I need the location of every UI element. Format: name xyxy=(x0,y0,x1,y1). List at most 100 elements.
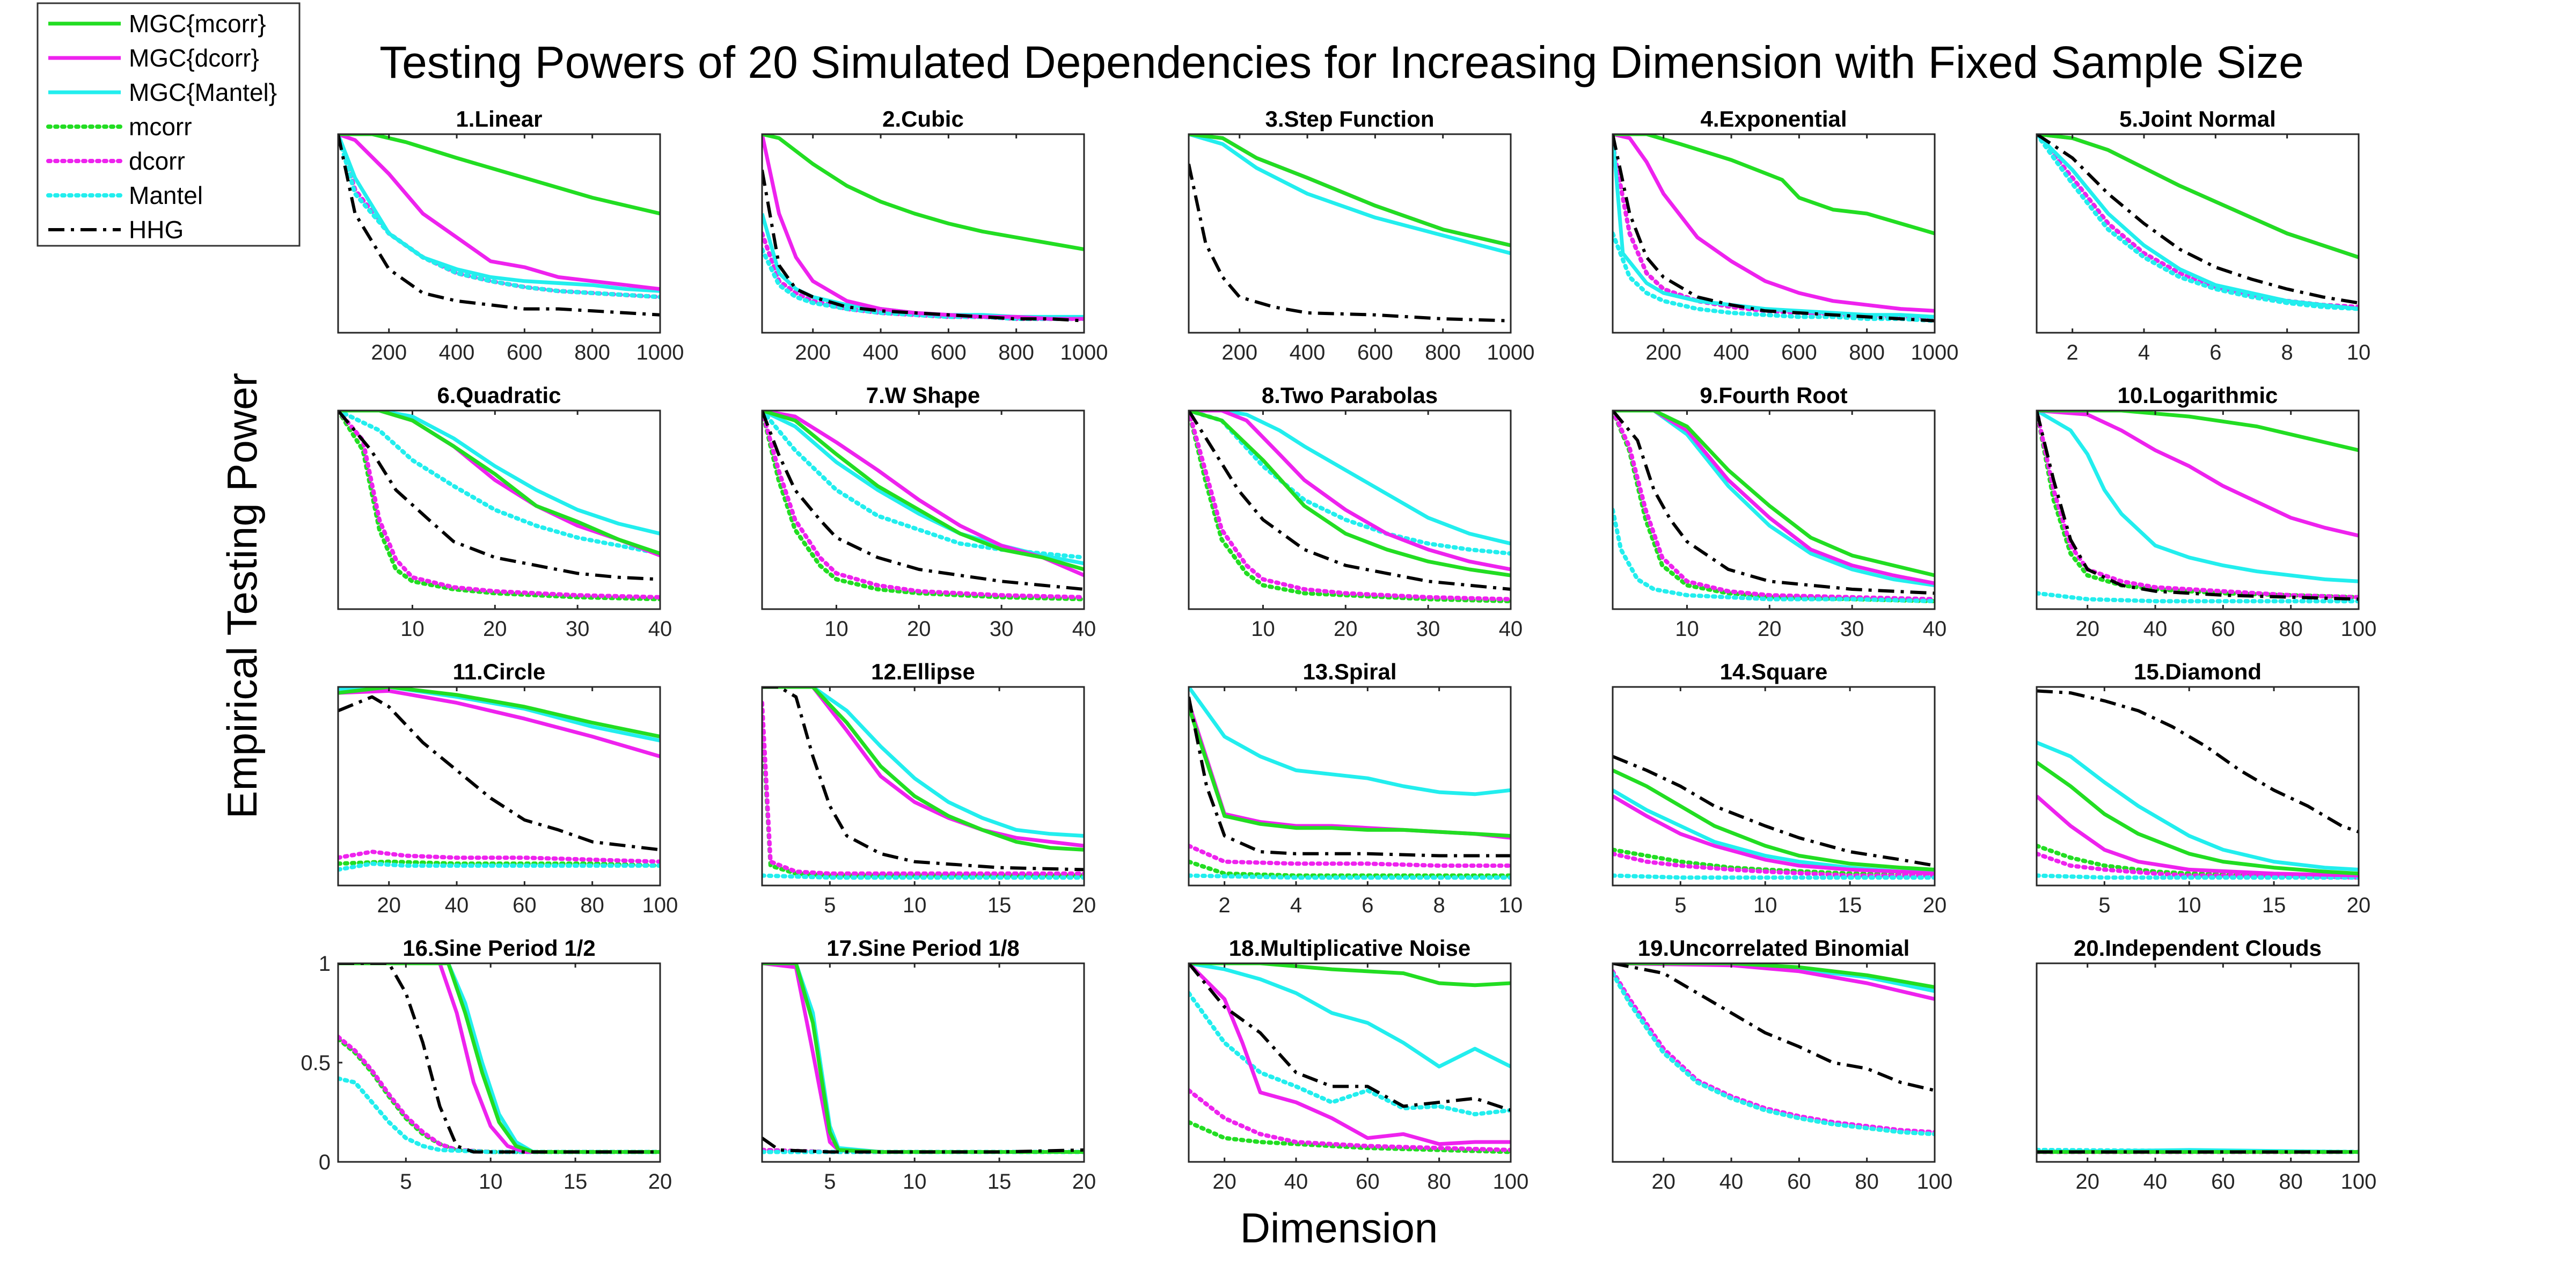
legend-label-mcorr: mcorr xyxy=(129,113,192,141)
series-line-mantel xyxy=(1613,508,1935,604)
series-line-dcorr xyxy=(1189,844,1511,868)
series-line-mgc_mcorr xyxy=(338,134,660,216)
x-tick-label: 20 xyxy=(2075,1170,2099,1194)
x-tick-label: 4 xyxy=(2138,341,2150,364)
subplot-frame xyxy=(337,409,661,610)
series-group xyxy=(1189,963,1511,1154)
x-tick-label: 400 xyxy=(863,341,899,364)
series-line-mgc_dcorr xyxy=(1189,411,1511,572)
x-tick-label: 60 xyxy=(513,894,537,917)
x-tick-label: 40 xyxy=(1072,617,1096,641)
subplot-frame xyxy=(337,686,661,887)
subplot-20: 20.Independent Clouds 20 40 60 80 100 xyxy=(2036,935,2376,1194)
series-line-mgc_mantel xyxy=(338,134,660,293)
legend-label-mantel: Mantel xyxy=(129,181,203,209)
subplot-frame xyxy=(1612,133,1936,334)
x-tick-label: 10 xyxy=(2347,341,2371,364)
legend-box xyxy=(36,2,301,247)
x-tick-label: 15 xyxy=(564,1170,588,1194)
series-line-mgc_mcorr xyxy=(762,411,1084,572)
series-line-mantel xyxy=(338,411,660,556)
series-line-mantel xyxy=(2037,134,2359,311)
series-line-mgc_mantel xyxy=(1189,411,1511,546)
subplot-12: 12.Ellipse 5 10 15 20 xyxy=(761,659,1096,917)
x-tick-label: 20 xyxy=(2075,617,2099,641)
series-line-mgc_dcorr xyxy=(1189,963,1511,1146)
subplot-title: 4.Exponential xyxy=(1700,106,1847,131)
x-tick-label: 20 xyxy=(648,1170,672,1194)
series-line-hhg xyxy=(1613,755,1935,867)
x-tick-label: 400 xyxy=(1714,341,1750,364)
series-line-dcorr xyxy=(1189,411,1511,602)
x-tick-label: 1000 xyxy=(636,341,684,364)
x-axis-label: Dimension xyxy=(1240,1204,1438,1252)
x-tick-label: 5 xyxy=(1674,894,1686,917)
series-line-mgc_mcorr xyxy=(338,963,660,1154)
series-line-mgc_mantel xyxy=(762,687,1084,838)
series-line-hhg xyxy=(762,411,1084,591)
x-tick-label: 40 xyxy=(1719,1170,1744,1194)
subplot-title: 11.Circle xyxy=(453,659,546,684)
series-line-mgc_mantel xyxy=(1189,134,1511,255)
series-line-mantel xyxy=(1613,873,1935,880)
figure-title: Testing Powers of 20 Simulated Dependenc… xyxy=(379,37,2304,87)
series-line-mgc_dcorr xyxy=(1613,794,1935,876)
subplot-title: 7.W Shape xyxy=(866,383,980,408)
series-line-mgc_mcorr xyxy=(762,134,1084,252)
series-line-mgc_mantel xyxy=(2037,411,2359,583)
series-group xyxy=(1613,411,1935,604)
x-tick-label: 800 xyxy=(574,341,610,364)
series-line-mgc_mcorr xyxy=(762,963,1084,1154)
subplot-18: 18.Multiplicative Noise 20 40 60 80 100 xyxy=(1188,935,1528,1194)
series-group xyxy=(338,411,660,602)
x-tick-label: 15 xyxy=(987,894,1012,917)
series-group xyxy=(1189,411,1511,604)
subplot-title: 8.Two Parabolas xyxy=(1262,383,1438,408)
subplot-title: 16.Sine Period 1/2 xyxy=(402,935,596,961)
series-line-mgc_dcorr xyxy=(338,689,660,758)
subplot-16: 16.Sine Period 1/2 5 10 15 20 0 0.5 1 xyxy=(301,935,672,1194)
x-tick-label: 5 xyxy=(2098,894,2110,917)
series-group xyxy=(1613,755,1935,880)
subplot-title: 1.Linear xyxy=(456,106,542,131)
x-tick-label: 20 xyxy=(1923,894,1947,917)
series-group xyxy=(338,134,660,317)
subplot-frame xyxy=(1612,409,1936,610)
x-tick-label: 10 xyxy=(1499,894,1523,917)
subplot-frame xyxy=(761,133,1085,334)
x-tick-label: 80 xyxy=(1427,1170,1451,1194)
series-group xyxy=(2037,1147,2359,1154)
legend-entries: MGC{mcorr} MGC{dcorr} MGC{Mantel} mcorr dcor… xyxy=(46,10,277,244)
x-tick-label: 5 xyxy=(824,894,836,917)
x-tick-label: 20 xyxy=(1072,1170,1096,1194)
x-tick-label: 1000 xyxy=(1060,341,1108,364)
legend-label-hhg: HHG xyxy=(129,216,184,244)
series-line-hhg xyxy=(1189,963,1511,1112)
x-tick-label: 600 xyxy=(507,341,543,364)
x-tick-label: 10 xyxy=(824,617,848,641)
subplot-1: 1.Linear 200 400 600 800 1000 xyxy=(337,106,684,364)
x-tick-label: 30 xyxy=(1840,617,1864,641)
subplot-frame xyxy=(761,409,1085,610)
subplot-17: 17.Sine Period 1/8 5 10 15 20 xyxy=(761,935,1096,1194)
legend-label-dcorr: dcorr xyxy=(129,147,185,175)
series-line-mantel xyxy=(1189,873,1511,880)
subplot-title: 17.Sine Period 1/8 xyxy=(826,935,1020,961)
legend-label-mgc_mcorr: MGC{mcorr} xyxy=(129,10,266,38)
subplot-5: 5.Joint Normal 2 4 6 8 10 xyxy=(2036,106,2371,364)
x-tick-label: 100 xyxy=(1917,1170,1953,1194)
x-tick-label: 20 xyxy=(907,617,931,641)
x-tick-label: 800 xyxy=(998,341,1034,364)
y-axis-label: Empirical Testing Power xyxy=(218,373,266,819)
x-tick-label: 600 xyxy=(1357,341,1393,364)
x-tick-label: 200 xyxy=(1645,341,1681,364)
x-tick-label: 5 xyxy=(824,1170,836,1194)
x-tick-label: 40 xyxy=(1284,1170,1308,1194)
series-group xyxy=(1189,134,1511,323)
series-line-hhg xyxy=(1613,963,1935,1092)
series-line-mcorr xyxy=(1189,859,1511,878)
series-line-dcorr xyxy=(338,850,660,864)
subplot-title: 9.Fourth Root xyxy=(1700,383,1847,408)
